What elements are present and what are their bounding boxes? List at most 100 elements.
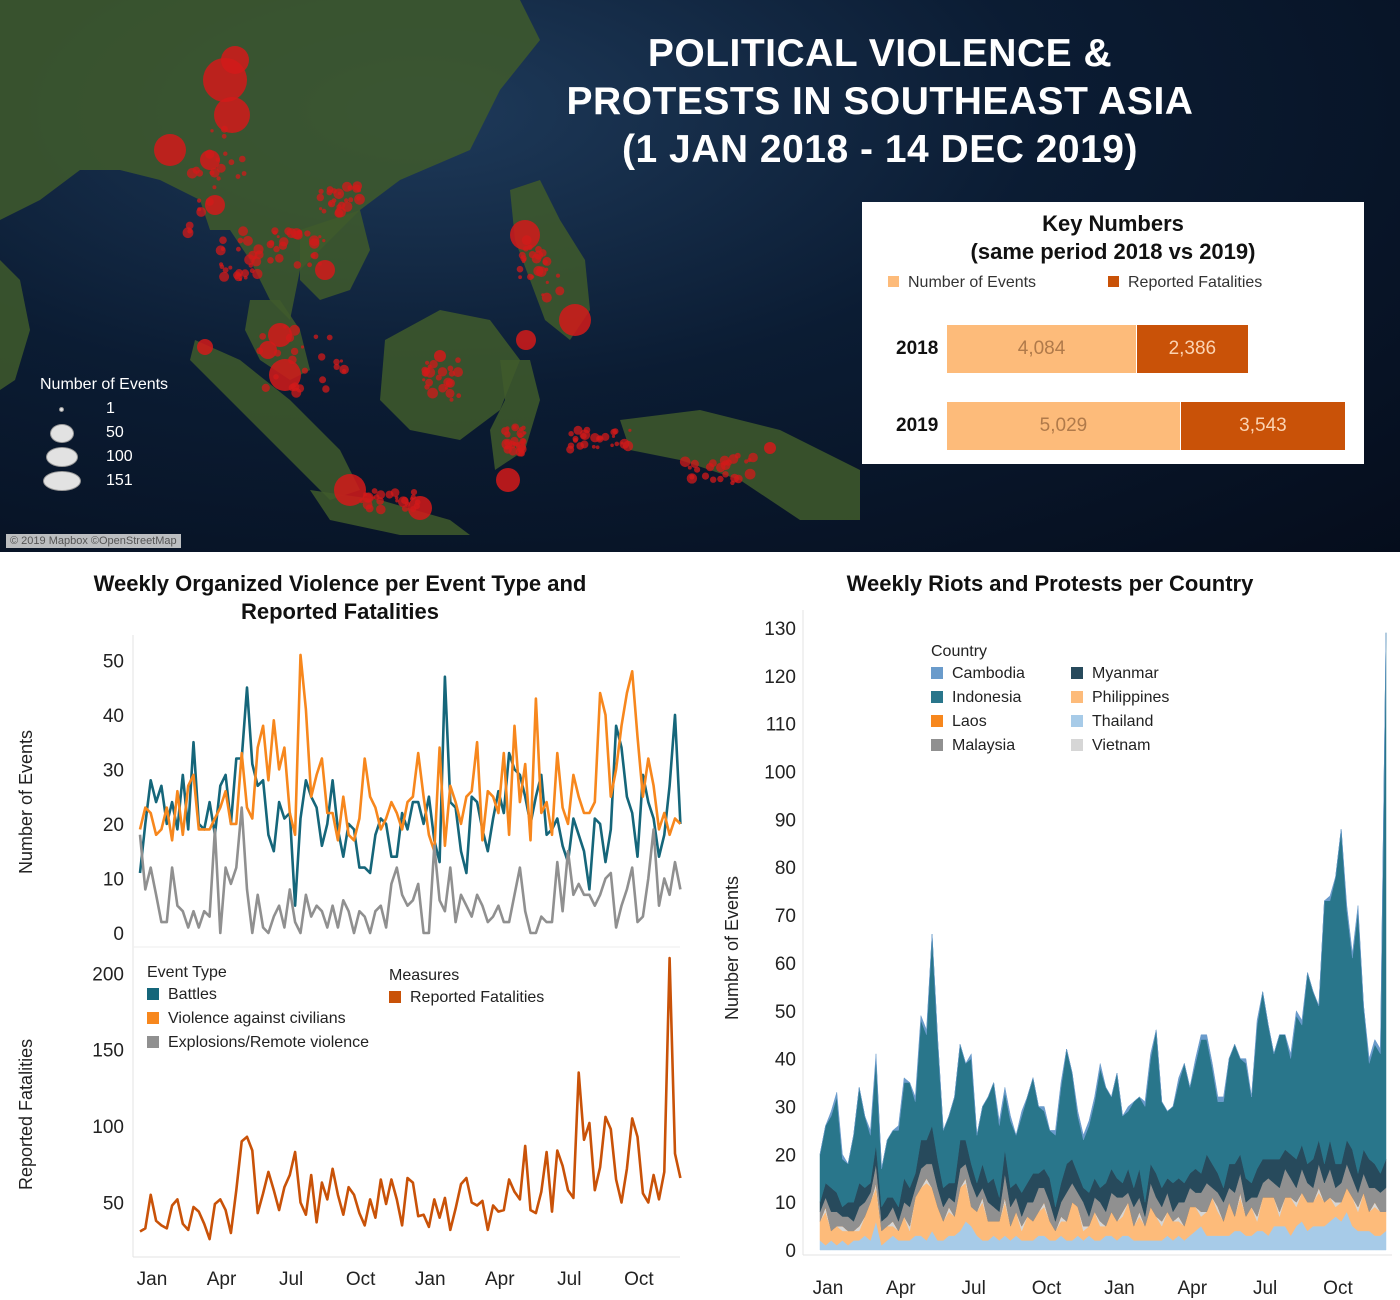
event-bubble xyxy=(701,472,710,480)
event-bubble xyxy=(687,465,692,470)
event-bubble xyxy=(555,286,565,296)
series-line-violence-against-civilians[interactable] xyxy=(138,653,682,853)
riots-y-tick-label: 40 xyxy=(775,1050,796,1071)
series-line-reported-fatalities[interactable] xyxy=(139,956,682,1241)
map-attribution[interactable]: © 2019 Mapbox ©OpenStreetMap xyxy=(6,534,181,548)
event-bubble xyxy=(601,432,610,441)
year-label-2019: 2019 xyxy=(896,415,939,436)
legend-value-151: 151 xyxy=(106,472,133,489)
event-bubble xyxy=(223,151,228,156)
land-mass xyxy=(620,410,860,520)
event-bubble xyxy=(747,457,752,463)
legend-item-philippines[interactable]: Philippines xyxy=(1071,689,1211,713)
malaysia-swatch xyxy=(931,739,943,751)
riots-y-tick-label: 100 xyxy=(764,763,796,784)
x-tick-label: Jan xyxy=(1104,1278,1135,1299)
event-bubble xyxy=(705,463,715,472)
philippines-swatch xyxy=(1071,691,1083,703)
event-bubble xyxy=(348,197,354,203)
event-bubble xyxy=(434,350,446,362)
map-panel[interactable]: POLITICAL VIOLENCE & PROTESTS IN SOUTHEA… xyxy=(0,0,1400,552)
legend-label: Laos xyxy=(952,713,987,730)
legend-item-violence-against-civilians[interactable]: Violence against civilians xyxy=(147,1010,369,1034)
legend-item-malaysia[interactable]: Malaysia xyxy=(931,737,1071,761)
event-bubble xyxy=(228,265,233,270)
event-bubble xyxy=(517,452,521,456)
legend-label: Myanmar xyxy=(1092,665,1159,682)
event-bubble xyxy=(319,207,323,211)
legend-item-reported-fatalities[interactable]: Reported Fatalities xyxy=(389,989,544,1013)
event-bubble xyxy=(252,268,263,280)
event-bubble xyxy=(690,459,699,468)
legend-item-battles[interactable]: Battles xyxy=(147,986,369,1010)
event-bubble xyxy=(448,370,455,377)
event-bubble xyxy=(410,489,418,496)
legend-bubble-151 xyxy=(43,471,81,491)
event-bubble xyxy=(522,257,527,262)
event-bubble xyxy=(376,497,384,505)
event-bubble xyxy=(424,384,430,390)
event-bubble xyxy=(679,456,691,468)
event-bubble xyxy=(239,155,246,163)
event-bubble xyxy=(315,260,335,280)
country-legend-title: Country xyxy=(931,643,988,660)
fatalities-swatch xyxy=(1108,276,1119,287)
land-mass xyxy=(190,340,360,500)
legend-item-indonesia[interactable]: Indonesia xyxy=(931,689,1071,713)
event-bubble xyxy=(242,235,253,246)
event-bubble xyxy=(390,488,400,497)
event-bubble xyxy=(519,438,527,446)
x-tick-label: Apr xyxy=(886,1278,916,1299)
legend-item-laos[interactable]: Laos xyxy=(931,713,1071,737)
violence-fatalities-chart[interactable]: 0 10 20 30 40 50 50 100 150 200 Jan Apr Jul Oct Jan Apr… xyxy=(0,625,700,1300)
event-bubble xyxy=(365,504,374,513)
x-tick-label: Jan xyxy=(813,1278,844,1299)
event-bubble xyxy=(534,250,544,260)
riots-y-tick-label: 70 xyxy=(775,906,796,927)
legend-fatalities-label: Reported Fatalities xyxy=(1128,274,1263,291)
event-bubble xyxy=(276,235,280,239)
year-label-2018: 2018 xyxy=(896,338,939,359)
event-bubble xyxy=(573,425,583,435)
event-bubble xyxy=(764,442,776,454)
event-bubble xyxy=(328,201,333,206)
event-bubble xyxy=(210,129,214,133)
southeast-asia-map[interactable] xyxy=(0,0,1400,552)
event-bubble xyxy=(371,488,378,494)
x-tick-label: Oct xyxy=(1032,1278,1062,1299)
event-bubble xyxy=(408,496,432,520)
event-bubble xyxy=(580,440,589,449)
fatalities-y-tick-label: 100 xyxy=(92,1117,124,1138)
event-bubble xyxy=(316,193,324,202)
event-bubble xyxy=(214,97,250,133)
event-bubble xyxy=(241,269,250,278)
x-tick-label: Jul xyxy=(279,1269,303,1290)
event-bubble xyxy=(447,365,454,372)
event-bubble xyxy=(445,386,449,390)
series-line-explosions-remote-violence[interactable] xyxy=(138,806,682,935)
legend-item-vietnam[interactable]: Vietnam xyxy=(1071,737,1211,761)
key-numbers-title-line-1: Key Numbers xyxy=(1042,211,1184,236)
x-tick-label: Oct xyxy=(346,1269,376,1290)
legend-item-cambodia[interactable]: Cambodia xyxy=(931,665,1071,689)
cambodia-swatch xyxy=(931,667,943,679)
riots-y-tick-label: 130 xyxy=(764,619,796,640)
event-bubble xyxy=(289,324,300,336)
title-line-3: (1 JAN 2018 - 14 DEC 2019) xyxy=(622,128,1138,171)
event-bubble xyxy=(595,445,600,450)
event-bubble xyxy=(154,134,186,166)
event-bubble xyxy=(269,359,301,391)
area-cambodia[interactable] xyxy=(819,632,1387,1169)
measures-legend: Measures Reported Fatalities xyxy=(389,967,544,1013)
riots-protests-chart[interactable]: 0 10 20 30 40 50 60 70 80 90 100 110 120 130 Jan Apr Jul… xyxy=(740,600,1400,1300)
event-bubble xyxy=(273,245,280,253)
violence-chart-title-line-1: Weekly Organized Violence per Event Type… xyxy=(93,571,587,596)
event-bubble xyxy=(541,293,545,297)
event-bubble xyxy=(619,438,630,449)
legend-item-explosions[interactable]: Explosions/Remote violence xyxy=(147,1034,369,1058)
event-bubble xyxy=(628,428,632,432)
event-bubble xyxy=(237,237,244,244)
legend-number-of-events: Number of Events xyxy=(888,274,1036,292)
legend-item-myanmar[interactable]: Myanmar xyxy=(1071,665,1211,689)
legend-item-thailand[interactable]: Thailand xyxy=(1071,713,1211,737)
